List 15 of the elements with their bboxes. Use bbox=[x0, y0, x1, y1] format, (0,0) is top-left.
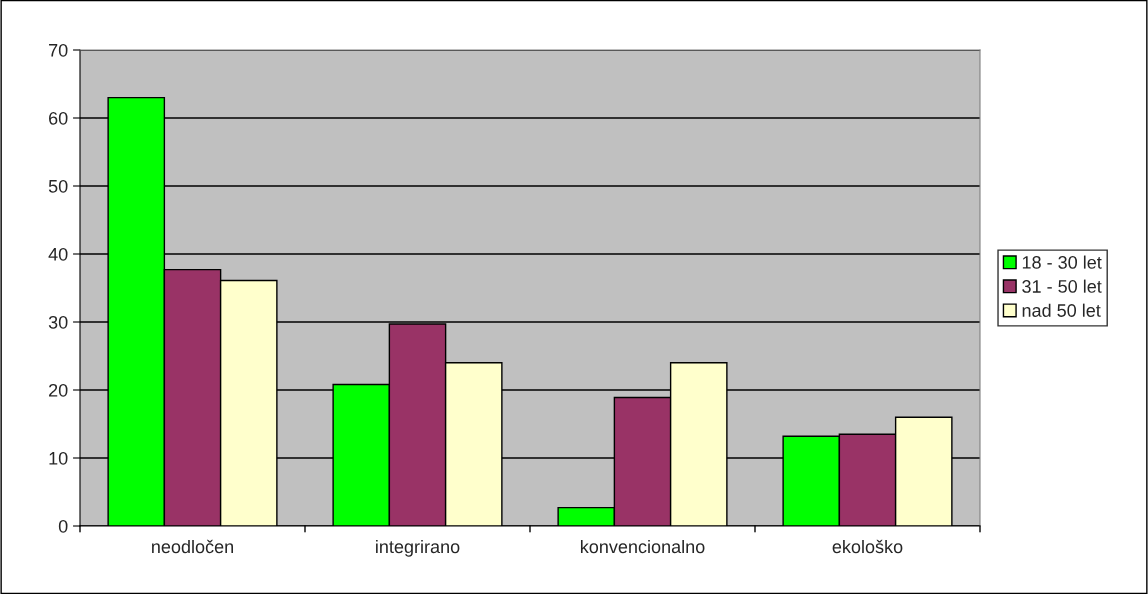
y-tick-label: 60 bbox=[49, 111, 68, 125]
y-tick-label: 30 bbox=[48, 315, 68, 329]
x-tick-label: integrirano bbox=[376, 539, 460, 557]
y-tick-label: 40 bbox=[48, 247, 68, 261]
legend-label: nad 50 let bbox=[1022, 303, 1101, 317]
x-tick-label: ekološko bbox=[832, 539, 903, 554]
x-tick-label: konvencionalno bbox=[580, 539, 705, 554]
y-tick-label: 50 bbox=[48, 179, 68, 193]
y-tick-label: 10 bbox=[49, 451, 68, 465]
x-tick-label: neodločen bbox=[152, 539, 233, 554]
legend-label: 18 - 30 let bbox=[1022, 255, 1102, 269]
y-tick-label: 20 bbox=[49, 383, 68, 397]
legend-label: 31 - 50 let bbox=[1022, 279, 1102, 293]
y-tick-label: 0 bbox=[58, 519, 68, 533]
y-tick-label: 70 bbox=[49, 43, 68, 57]
